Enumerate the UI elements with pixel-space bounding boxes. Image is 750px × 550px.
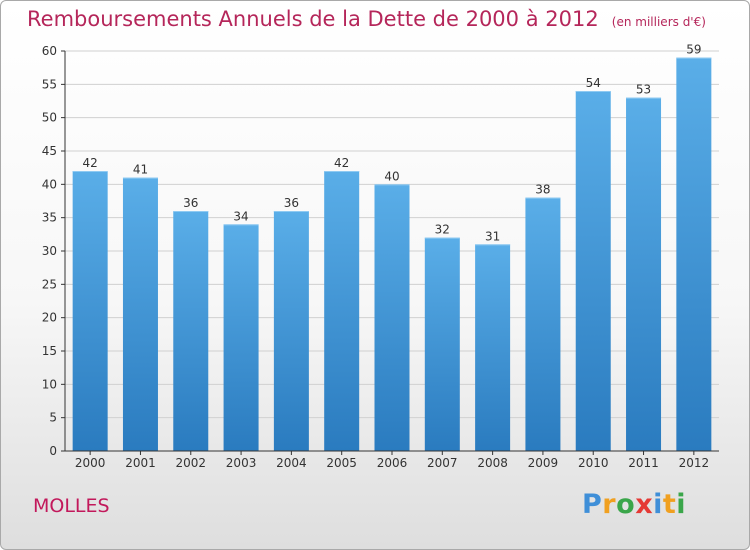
bar-2002 — [173, 211, 209, 451]
data-label: 38 — [535, 183, 550, 197]
data-label: 36 — [183, 196, 198, 210]
logo-letter: t — [662, 489, 677, 520]
y-tick-label: 30 — [42, 244, 57, 258]
bar-2003 — [223, 224, 259, 451]
data-label: 34 — [233, 209, 248, 223]
chart-subtitle: (en milliers d'€) — [611, 15, 706, 29]
logo-letter: o — [616, 489, 636, 520]
data-label: 36 — [284, 196, 299, 210]
axes — [61, 50, 719, 455]
y-tick-label: 45 — [42, 144, 57, 158]
bar-2006 — [374, 184, 410, 452]
x-tick-label: 2007 — [427, 456, 458, 470]
data-label: 59 — [686, 43, 701, 57]
logo-letter: x — [635, 489, 654, 520]
x-tick-label: 2011 — [628, 456, 659, 470]
bar-2005 — [324, 171, 360, 451]
y-tick-label: 60 — [42, 44, 57, 58]
title-row: Remboursements Annuels de la Dette de 20… — [27, 7, 706, 31]
x-tick-label: 2003 — [226, 456, 257, 470]
x-tick-label: 2006 — [377, 456, 408, 470]
y-tick-label: 20 — [42, 311, 57, 325]
y-tick-label: 55 — [42, 77, 57, 91]
logo-letter: r — [602, 489, 617, 520]
x-tick-label: 2000 — [75, 456, 106, 470]
logo-letter: i — [653, 489, 663, 520]
bar-2008 — [475, 244, 511, 451]
bar-2009 — [525, 197, 561, 451]
x-tick-label: 2004 — [276, 456, 307, 470]
x-tick-label: 2001 — [125, 456, 156, 470]
y-tick-label: 25 — [42, 277, 57, 291]
y-tick-label: 35 — [42, 211, 57, 225]
y-tick-label: 15 — [42, 344, 57, 358]
y-tick-label: 10 — [42, 377, 57, 391]
bar-2001 — [122, 177, 158, 451]
chart-title: Remboursements Annuels de la Dette de 20… — [27, 7, 599, 31]
y-tick-label: 50 — [42, 111, 57, 125]
bars — [72, 57, 712, 452]
y-tick-label: 5 — [49, 411, 57, 425]
data-label: 53 — [636, 83, 651, 97]
data-label: 42 — [334, 156, 349, 170]
bar-2004 — [273, 211, 309, 451]
x-tick-label: 2009 — [528, 456, 559, 470]
data-label: 40 — [384, 169, 399, 183]
data-label: 54 — [586, 76, 601, 90]
labels: 0 5 10 15 20 25 30 35 40 45 50 55 60 42 2000 41 2001 36 20… — [42, 43, 709, 470]
data-label: 31 — [485, 229, 500, 243]
x-tick-label: 2012 — [679, 456, 710, 470]
proxiti-logo[interactable]: Proxiti — [582, 489, 686, 520]
data-label: 42 — [83, 156, 98, 170]
x-tick-label: 2010 — [578, 456, 609, 470]
bar-2000 — [72, 171, 108, 451]
y-tick-label: 0 — [49, 444, 57, 458]
bar-2010 — [575, 91, 611, 451]
bar-2011 — [626, 97, 662, 452]
x-tick-label: 2002 — [175, 456, 206, 470]
x-tick-label: 2005 — [326, 456, 357, 470]
logo-letter: i — [676, 489, 687, 520]
data-label: 32 — [435, 223, 450, 237]
bar-2012 — [676, 57, 712, 452]
data-label: 41 — [133, 163, 148, 177]
y-tick-label: 40 — [42, 177, 57, 191]
x-tick-label: 2008 — [477, 456, 508, 470]
logo-letter: P — [582, 489, 603, 520]
location-name: MOLLES — [33, 495, 110, 517]
bar-2007 — [424, 237, 460, 451]
